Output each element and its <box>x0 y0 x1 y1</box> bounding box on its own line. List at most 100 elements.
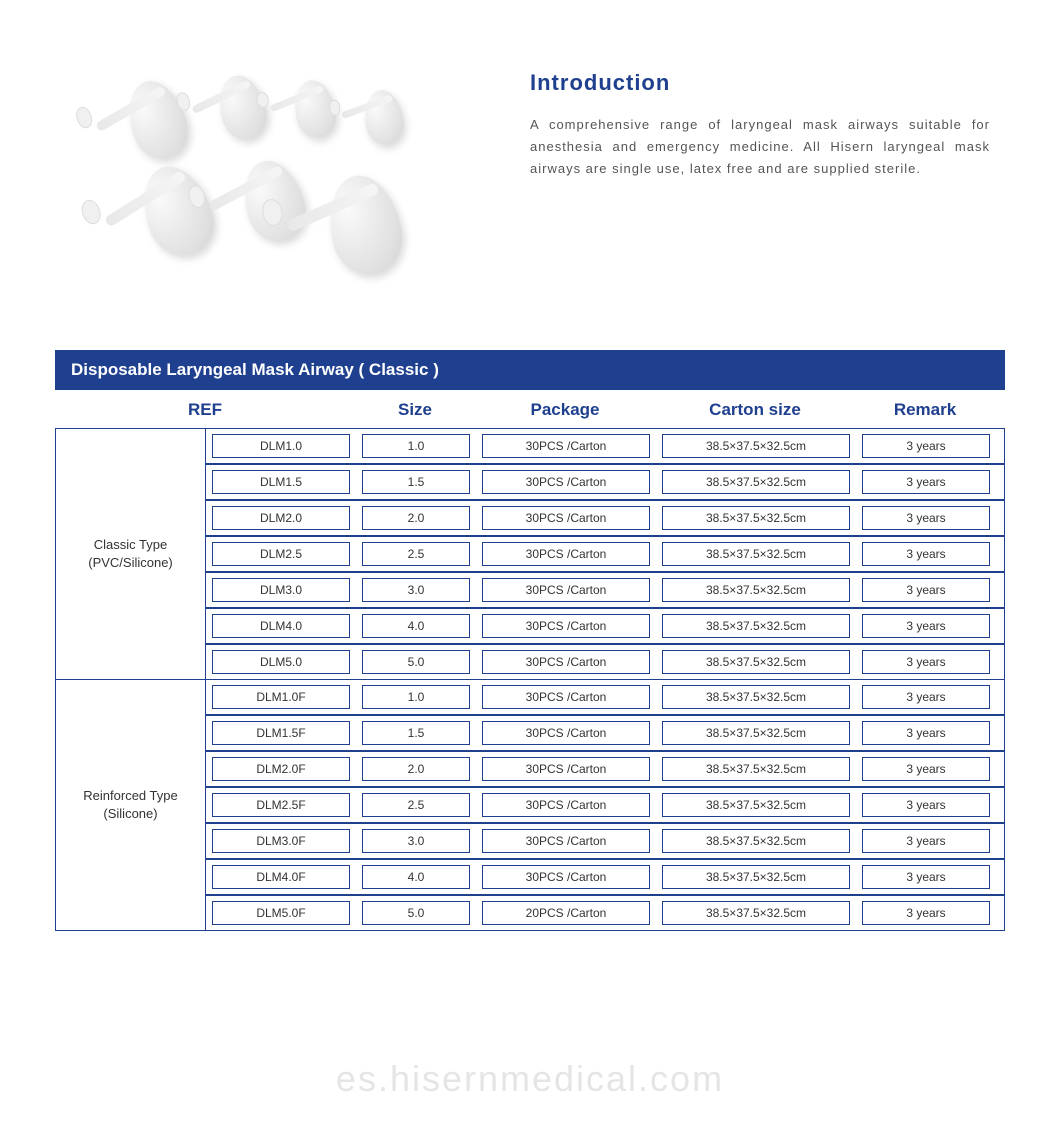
cell-pkg: 30PCS /Carton <box>482 650 650 674</box>
table-row: DLM2.0F 2.0 30PCS /Carton 38.5×37.5×32.5cm 3… <box>206 752 1004 788</box>
cell-size: 5.0 <box>362 901 470 925</box>
cell-size: 4.0 <box>362 614 470 638</box>
cell-ref: DLM2.5 <box>212 542 350 566</box>
cell-remark: 3 years <box>862 614 990 638</box>
cell-ref: DLM2.0F <box>212 757 350 781</box>
cell-remark: 3 years <box>862 650 990 674</box>
cell-size: 2.0 <box>362 757 470 781</box>
cell-ref: DLM5.0 <box>212 650 350 674</box>
cell-size: 3.0 <box>362 578 470 602</box>
intro-heading: Introduction <box>530 70 990 96</box>
col-header-package: Package <box>475 400 655 420</box>
cell-pkg: 30PCS /Carton <box>482 578 650 602</box>
cell-size: 2.5 <box>362 542 470 566</box>
cell-carton: 38.5×37.5×32.5cm <box>662 470 850 494</box>
cell-carton: 38.5×37.5×32.5cm <box>662 793 850 817</box>
cell-size: 1.5 <box>362 470 470 494</box>
cell-ref: DLM4.0 <box>212 614 350 638</box>
cell-size: 2.0 <box>362 506 470 530</box>
cell-pkg: 30PCS /Carton <box>482 685 650 709</box>
cell-remark: 3 years <box>862 542 990 566</box>
cell-carton: 38.5×37.5×32.5cm <box>662 506 850 530</box>
cell-remark: 3 years <box>862 793 990 817</box>
cell-carton: 38.5×37.5×32.5cm <box>662 542 850 566</box>
product-image <box>70 50 490 310</box>
cell-size: 3.0 <box>362 829 470 853</box>
cell-ref: DLM1.0F <box>212 685 350 709</box>
table-group: Reinforced Type(Silicone)DLM1.0F 1.0 30PCS… <box>56 680 1004 930</box>
col-header-size: Size <box>355 400 475 420</box>
cell-carton: 38.5×37.5×32.5cm <box>662 685 850 709</box>
table-row: DLM3.0F 3.0 30PCS /Carton 38.5×37.5×32.5cm 3… <box>206 824 1004 860</box>
table-row: DLM5.0 5.0 30PCS /Carton 38.5×37.5×32.5cm 3 … <box>206 645 1004 679</box>
cell-pkg: 20PCS /Carton <box>482 901 650 925</box>
cell-ref: DLM5.0F <box>212 901 350 925</box>
col-header-carton: Carton size <box>655 400 855 420</box>
table-group: Classic Type(PVC/Silicone)DLM1.0 1.0 30PCS… <box>56 429 1004 680</box>
cell-ref: DLM4.0F <box>212 865 350 889</box>
cell-pkg: 30PCS /Carton <box>482 793 650 817</box>
cell-pkg: 30PCS /Carton <box>482 470 650 494</box>
cell-ref: DLM1.5F <box>212 721 350 745</box>
intro-text: A comprehensive range of laryngeal mask … <box>530 114 990 180</box>
cell-remark: 3 years <box>862 685 990 709</box>
cell-pkg: 30PCS /Carton <box>482 542 650 566</box>
table-row: DLM4.0F 4.0 30PCS /Carton 38.5×37.5×32.5cm 3… <box>206 860 1004 896</box>
cell-pkg: 30PCS /Carton <box>482 721 650 745</box>
table-row: DLM1.5 1.5 30PCS /Carton 38.5×37.5×32.5cm 3 … <box>206 465 1004 501</box>
cell-ref: DLM2.5F <box>212 793 350 817</box>
cell-size: 1.0 <box>362 434 470 458</box>
cell-pkg: 30PCS /Carton <box>482 865 650 889</box>
cell-remark: 3 years <box>862 721 990 745</box>
table-row: DLM2.5 2.5 30PCS /Carton 38.5×37.5×32.5cm 3 … <box>206 537 1004 573</box>
cell-remark: 3 years <box>862 865 990 889</box>
cell-carton: 38.5×37.5×32.5cm <box>662 434 850 458</box>
table-header-row: REF Size Package Carton size Remark <box>55 390 1005 428</box>
table-row: DLM4.0 4.0 30PCS /Carton 38.5×37.5×32.5cm 3 … <box>206 609 1004 645</box>
cell-carton: 38.5×37.5×32.5cm <box>662 721 850 745</box>
cell-size: 5.0 <box>362 650 470 674</box>
table-row: DLM2.0 2.0 30PCS /Carton 38.5×37.5×32.5cm 3 … <box>206 501 1004 537</box>
col-header-ref: REF <box>55 400 355 420</box>
table-row: DLM5.0F 5.0 20PCS /Carton 38.5×37.5×32.5cm 3… <box>206 896 1004 930</box>
cell-carton: 38.5×37.5×32.5cm <box>662 614 850 638</box>
cell-pkg: 30PCS /Carton <box>482 506 650 530</box>
watermark-text: es.hisernmedical.com <box>0 1058 1060 1100</box>
cell-remark: 3 years <box>862 901 990 925</box>
cell-pkg: 30PCS /Carton <box>482 434 650 458</box>
cell-carton: 38.5×37.5×32.5cm <box>662 757 850 781</box>
cell-remark: 3 years <box>862 434 990 458</box>
cell-ref: DLM2.0 <box>212 506 350 530</box>
cell-remark: 3 years <box>862 506 990 530</box>
cell-carton: 38.5×37.5×32.5cm <box>662 578 850 602</box>
cell-ref: DLM1.5 <box>212 470 350 494</box>
table-row: DLM2.5F 2.5 30PCS /Carton 38.5×37.5×32.5cm 3… <box>206 788 1004 824</box>
cell-remark: 3 years <box>862 578 990 602</box>
cell-pkg: 30PCS /Carton <box>482 614 650 638</box>
cell-size: 1.0 <box>362 685 470 709</box>
cell-carton: 38.5×37.5×32.5cm <box>662 865 850 889</box>
table-row: DLM1.0 1.0 30PCS /Carton 38.5×37.5×32.5cm 3 … <box>206 429 1004 465</box>
cell-pkg: 30PCS /Carton <box>482 829 650 853</box>
table-title-banner: Disposable Laryngeal Mask Airway ( Class… <box>55 350 1005 390</box>
group-label: Classic Type(PVC/Silicone) <box>56 429 206 679</box>
cell-carton: 38.5×37.5×32.5cm <box>662 901 850 925</box>
cell-size: 1.5 <box>362 721 470 745</box>
cell-remark: 3 years <box>862 829 990 853</box>
group-label: Reinforced Type(Silicone) <box>56 680 206 930</box>
table-body: Classic Type(PVC/Silicone)DLM1.0 1.0 30PCS… <box>55 428 1005 931</box>
table-row: DLM3.0 3.0 30PCS /Carton 38.5×37.5×32.5cm 3 … <box>206 573 1004 609</box>
cell-ref: DLM1.0 <box>212 434 350 458</box>
cell-ref: DLM3.0 <box>212 578 350 602</box>
cell-carton: 38.5×37.5×32.5cm <box>662 650 850 674</box>
cell-size: 4.0 <box>362 865 470 889</box>
col-header-remark: Remark <box>855 400 995 420</box>
table-row: DLM1.0F 1.0 30PCS /Carton 38.5×37.5×32.5cm 3… <box>206 680 1004 716</box>
cell-pkg: 30PCS /Carton <box>482 757 650 781</box>
cell-size: 2.5 <box>362 793 470 817</box>
cell-carton: 38.5×37.5×32.5cm <box>662 829 850 853</box>
cell-ref: DLM3.0F <box>212 829 350 853</box>
cell-remark: 3 years <box>862 757 990 781</box>
table-row: DLM1.5F 1.5 30PCS /Carton 38.5×37.5×32.5cm 3… <box>206 716 1004 752</box>
cell-remark: 3 years <box>862 470 990 494</box>
